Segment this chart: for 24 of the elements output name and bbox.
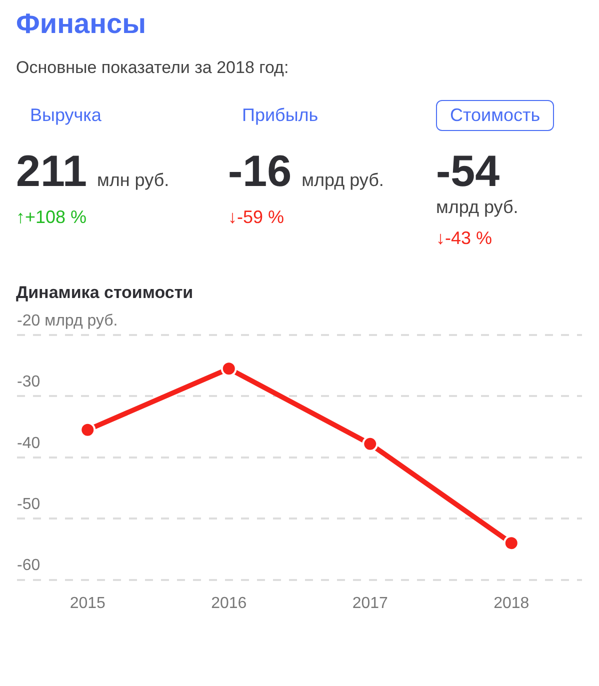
text: Основные показатели за 2018 год: [16,58,290,78]
y-tick-label: -50 [17,496,40,514]
text: -54 [436,147,500,197]
x-tick-label: 2015 [70,594,106,612]
text: ↑+108 % [16,207,88,228]
x-tick-label: 2016 [211,594,247,612]
y-tick-label: -40 [17,434,40,452]
text: ↓-43 % [436,228,494,249]
text: -16 [228,147,292,197]
y-tick-label: -20 млрд руб. [17,312,118,330]
text: Стоимость [436,100,554,131]
text: млрд руб. [436,197,518,218]
x-tick-label: 2018 [494,594,530,612]
text: Прибыль [241,104,320,127]
y-tick-label: -30 [17,374,40,391]
text: млрд руб. [302,170,384,191]
y-tick-label: -60 [17,557,40,574]
text: ↓-59 % [228,207,286,228]
text: 211 [16,147,87,197]
x-tick-label: 2017 [352,594,388,612]
text: Выручка [29,104,102,127]
chart-title: Динамика стоимости [16,283,194,303]
text: Финансы [16,8,147,40]
text: млн руб. [96,170,170,191]
